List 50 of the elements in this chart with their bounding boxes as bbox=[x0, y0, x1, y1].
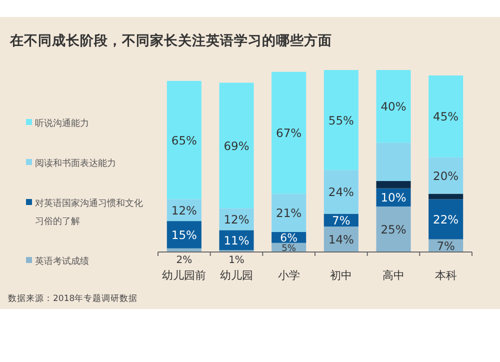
bar bbox=[376, 70, 411, 143]
data-label: 15% bbox=[171, 228, 198, 242]
x-tick-label: 幼儿园 bbox=[220, 269, 253, 282]
bar bbox=[428, 199, 464, 240]
data-label: 11% bbox=[224, 233, 250, 248]
data-label: 14% bbox=[328, 232, 354, 247]
data-label: 21% bbox=[276, 206, 302, 220]
bar bbox=[376, 142, 411, 182]
data-label: 10% bbox=[380, 190, 406, 205]
bar bbox=[428, 157, 464, 194]
data-label: 12% bbox=[171, 203, 198, 218]
source-note: 数据来源：2018年专题调研数据 bbox=[8, 293, 138, 304]
bar bbox=[272, 194, 306, 232]
x-tick-label: 小学 bbox=[278, 269, 300, 282]
bar bbox=[272, 72, 306, 194]
bar bbox=[428, 194, 464, 200]
data-label: 45% bbox=[433, 110, 459, 124]
data-label: 24% bbox=[328, 185, 354, 200]
data-label: 6% bbox=[280, 231, 298, 244]
chart-title: 在不同成长阶段，不同家长关注英语学习的哪些方面 bbox=[9, 32, 332, 49]
data-label: 65% bbox=[171, 133, 198, 148]
x-tick-label: 本科 bbox=[434, 269, 457, 282]
legend-label: 英语考试成绩 bbox=[35, 256, 89, 267]
data-label: 69% bbox=[224, 138, 250, 153]
legend-label: 阅读和书面表达能力 bbox=[35, 158, 116, 169]
bar bbox=[324, 170, 358, 214]
bar bbox=[376, 181, 411, 188]
legend-label: 对英语国家沟通习惯和文化习俗的了解 bbox=[35, 198, 143, 227]
bar bbox=[376, 206, 411, 252]
data-label: 7% bbox=[332, 213, 350, 228]
data-label: 20% bbox=[433, 168, 459, 183]
data-label: 12% bbox=[224, 212, 250, 226]
bar bbox=[428, 75, 464, 158]
bar bbox=[166, 80, 202, 200]
x-tick-label: 高中 bbox=[382, 269, 404, 282]
data-label: 25% bbox=[380, 222, 406, 237]
data-label: 5% bbox=[282, 244, 296, 254]
data-label: 22% bbox=[433, 212, 459, 226]
bar bbox=[166, 221, 202, 248]
data-label: 1% bbox=[228, 255, 244, 266]
x-tick-label: 幼儿园前 bbox=[162, 269, 206, 282]
bar bbox=[324, 70, 358, 170]
legend-label: 听说沟通能力 bbox=[35, 118, 89, 129]
x-tick-label: 初中 bbox=[330, 269, 352, 282]
data-label: 67% bbox=[276, 126, 302, 140]
data-label: 2% bbox=[176, 255, 192, 266]
data-label: 55% bbox=[328, 113, 354, 128]
data-label: 40% bbox=[380, 100, 406, 114]
bar bbox=[219, 82, 254, 208]
data-label: 7% bbox=[436, 238, 456, 253]
